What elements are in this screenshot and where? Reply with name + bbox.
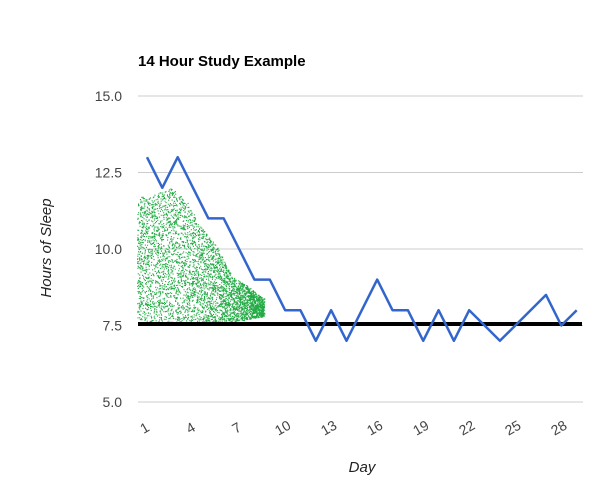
y-tick-label: 12.5	[95, 165, 122, 181]
x-tick-label: 28	[548, 417, 570, 439]
sleep-line	[145, 155, 578, 343]
chart-title: 14 Hour Study Example	[138, 53, 306, 70]
x-tick-label: 1	[137, 419, 152, 437]
x-tick-label: 19	[410, 417, 432, 439]
x-tick-label: 16	[364, 417, 386, 439]
sleep-series	[145, 155, 578, 343]
y-tick-label: 7.5	[103, 318, 123, 334]
scatter-dots	[137, 188, 266, 324]
x-tick-label: 7	[229, 419, 244, 437]
x-tick-label: 13	[318, 417, 340, 439]
x-axis-title: Day	[349, 459, 377, 476]
x-tick-label: 25	[502, 417, 524, 439]
y-tick-label: 15.0	[95, 88, 122, 104]
x-tick-label: 22	[456, 417, 478, 439]
x-tick-label: 4	[183, 419, 198, 437]
scatter-points	[137, 188, 266, 324]
x-tick-label: 10	[272, 417, 294, 439]
y-tick-label: 5.0	[103, 394, 123, 410]
y-axis-title: Hours of Sleep	[38, 198, 55, 297]
y-tick-label: 10.0	[95, 241, 122, 257]
x-tick-labels: 1 4 7 10 13 16 19 22 25 28	[137, 417, 570, 439]
y-tick-labels: 5.0 7.5 10.0 12.5 15.0	[95, 88, 122, 410]
